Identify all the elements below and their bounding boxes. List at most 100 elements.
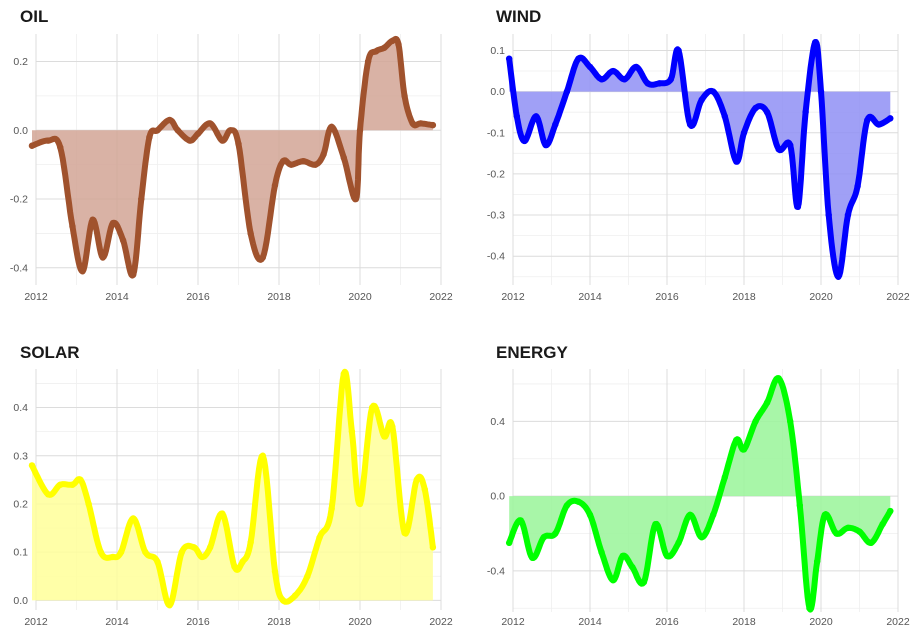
data-point (740, 129, 748, 136)
data-point (69, 223, 76, 230)
area-fill-oil (32, 38, 433, 276)
data-point (206, 544, 214, 551)
data-point (77, 476, 84, 484)
x-tick-label: 2016 (655, 291, 679, 303)
y-tick-label: 0.0 (490, 491, 505, 503)
data-point (247, 539, 254, 546)
data-point (733, 158, 740, 165)
chart-wind: 2012 2014 2016 2018 2020 2022 -0.4 -0.3 -0.2 -0.1… (487, 34, 910, 303)
x-tick-label: 2018 (267, 616, 291, 628)
data-point (99, 254, 107, 261)
data-point (304, 573, 311, 580)
y-tick-label: -0.1 (487, 127, 505, 139)
data-point (586, 63, 594, 71)
data-point (505, 539, 513, 547)
data-point (271, 568, 279, 575)
series-line-energy (506, 375, 894, 613)
data-point (194, 130, 202, 137)
data-point (802, 108, 809, 116)
data-point (57, 481, 64, 488)
x-tick-label: 2020 (348, 291, 372, 303)
data-point (389, 37, 396, 45)
data-point (259, 254, 266, 261)
data-point (190, 544, 198, 551)
y-tick-label: 0.0 (13, 595, 28, 607)
y-tick-label: 0.1 (490, 45, 505, 57)
data-point (239, 558, 246, 565)
data-point (763, 399, 771, 406)
series-line-wind (506, 39, 894, 280)
data-point (85, 500, 92, 508)
data-point (833, 530, 840, 537)
data-point (864, 117, 871, 124)
chart-panel-solar: 2012 2014 2016 2018 2020 2022 0.0 0.1 0.2 0.3 0.4 … (0, 319, 458, 638)
data-point (109, 553, 117, 561)
data-point (279, 597, 287, 604)
data-point (787, 418, 794, 425)
x-tick-label: 2018 (732, 616, 756, 628)
data-point (821, 511, 829, 518)
data-point (421, 486, 428, 493)
data-point (752, 104, 759, 112)
data-point (44, 491, 52, 498)
chart-panel-oil: 2012 2014 2016 2018 2020 2022 -0.4 -0.2 0.0 0.2 O… (0, 0, 458, 319)
data-point (206, 120, 214, 127)
data-point (640, 578, 648, 586)
data-point (667, 76, 675, 83)
data-point (154, 558, 161, 565)
data-point (609, 67, 617, 75)
data-point (368, 404, 376, 411)
data-point (698, 96, 705, 104)
data-point (867, 539, 875, 547)
data-point (352, 195, 360, 203)
area-fill-wind (509, 42, 891, 277)
area-fill-solar (32, 371, 433, 606)
data-point (279, 158, 287, 165)
data-point (186, 137, 194, 144)
data-point (409, 120, 416, 127)
data-point (381, 433, 388, 440)
data-point (166, 116, 173, 124)
data-point (146, 133, 153, 141)
x-tick-label: 2020 (809, 291, 833, 303)
data-point (138, 195, 145, 203)
data-point (316, 534, 323, 541)
data-point (787, 141, 794, 149)
data-point (364, 58, 372, 65)
data-point (259, 452, 266, 459)
y-tick-label: 0.4 (13, 402, 28, 414)
data-point (401, 92, 408, 100)
chart-oil: 2012 2014 2016 2018 2020 2022 -0.4 -0.2 0.0 0.2 (10, 34, 453, 303)
data-point (721, 113, 728, 120)
data-point (575, 498, 582, 505)
data-point (401, 529, 408, 537)
data-point (373, 47, 380, 55)
data-point (856, 528, 863, 535)
series-line-solar (29, 368, 436, 609)
data-point (231, 563, 238, 570)
x-tick-label: 2012 (24, 291, 48, 303)
x-tick-label: 2012 (501, 616, 525, 628)
data-point (287, 161, 295, 168)
data-point (644, 80, 651, 87)
data-point (292, 592, 299, 599)
x-tick-label: 2020 (348, 616, 372, 628)
x-tick-label: 2012 (501, 291, 525, 303)
data-point (28, 142, 36, 149)
data-point (130, 515, 137, 522)
data-point (686, 511, 694, 518)
data-point (178, 548, 185, 556)
data-point (629, 563, 636, 571)
data-point (812, 39, 819, 46)
data-point (740, 446, 748, 453)
data-point (775, 146, 782, 153)
data-point (235, 140, 242, 148)
y-tick-label: -0.2 (10, 194, 28, 206)
data-point (69, 481, 76, 488)
data-point (119, 237, 127, 244)
data-point (429, 544, 437, 551)
data-point (79, 268, 86, 275)
x-tick-label: 2022 (886, 616, 910, 628)
data-point (835, 273, 842, 280)
chart-panel-energy: 2012 2014 2016 2018 2020 2022 -0.4 0.0 0.4 ENERG… (458, 319, 917, 638)
